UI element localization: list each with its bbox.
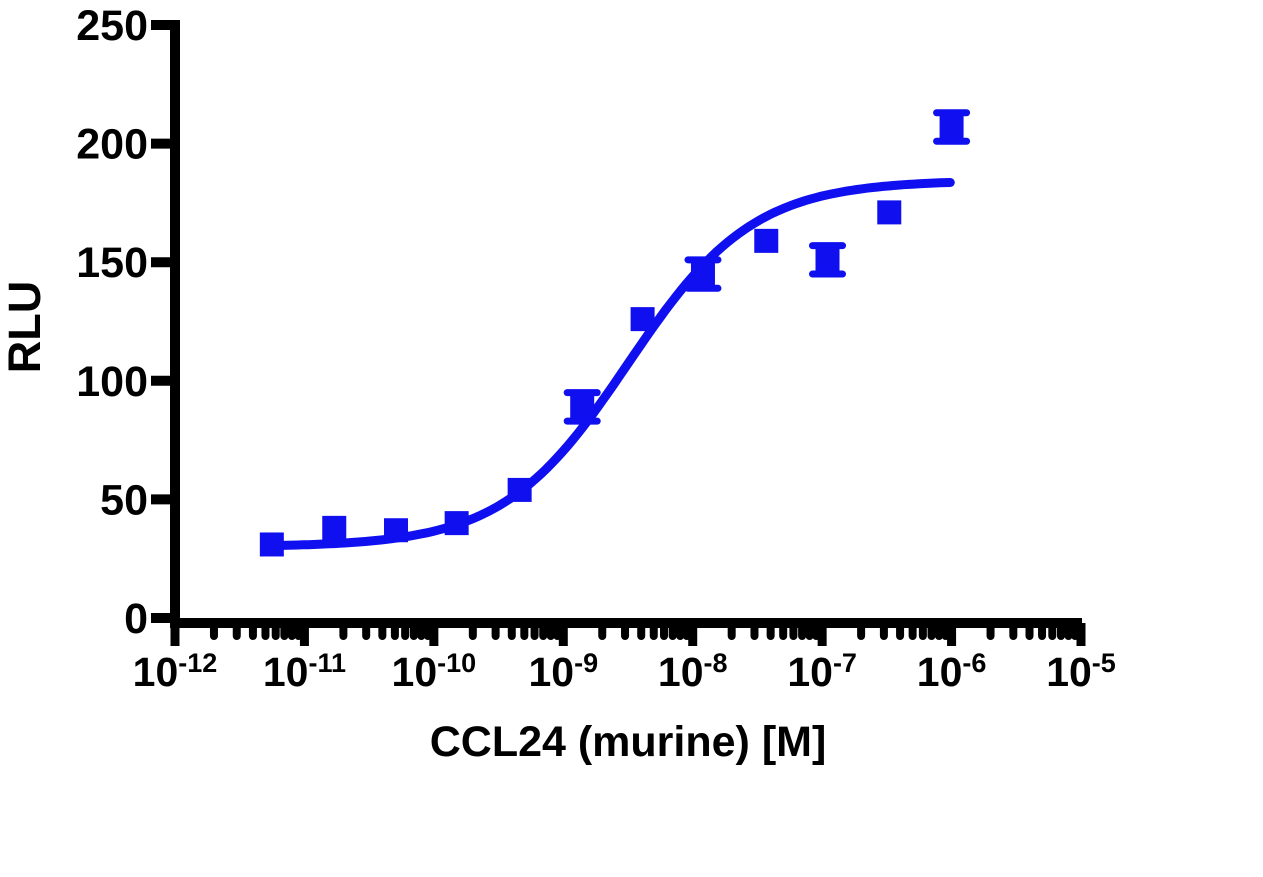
- data-point-marker: [322, 515, 347, 540]
- x-tick-label: 10-5: [1046, 648, 1116, 695]
- data-point-marker: [630, 307, 655, 332]
- data-point-marker: [877, 200, 902, 225]
- data-point-marker: [259, 532, 284, 557]
- x-axis-title: CCL24 (murine) [M]: [430, 718, 827, 766]
- data-point-marker: [754, 228, 779, 253]
- y-tick-label: 100: [76, 358, 148, 406]
- data-point-marker: [939, 114, 964, 139]
- y-tick-label: 200: [76, 121, 148, 169]
- y-axis-title: RLU: [0, 281, 50, 373]
- x-tick-label: 10-8: [658, 648, 728, 695]
- y-tick-label: 150: [76, 239, 148, 287]
- x-tick-label: 10-10: [392, 648, 477, 695]
- data-point-marker: [444, 511, 469, 536]
- data-point-marker: [690, 262, 715, 287]
- x-tick-label: 10-7: [787, 648, 857, 695]
- x-tick-label: 10-11: [263, 648, 346, 695]
- y-tick-label: 0: [124, 595, 148, 643]
- data-point-marker: [384, 518, 409, 543]
- data-point-marker: [507, 477, 532, 502]
- data-point-marker: [815, 247, 840, 272]
- x-tick-label: 10-6: [917, 648, 987, 695]
- fit-curve: [267, 178, 955, 551]
- data-point-marker: [570, 394, 595, 419]
- y-tick-label: 250: [76, 2, 148, 50]
- x-tick-label: 10-9: [528, 648, 598, 695]
- x-tick-label: 10-12: [133, 648, 218, 695]
- y-tick-label: 50: [100, 476, 148, 524]
